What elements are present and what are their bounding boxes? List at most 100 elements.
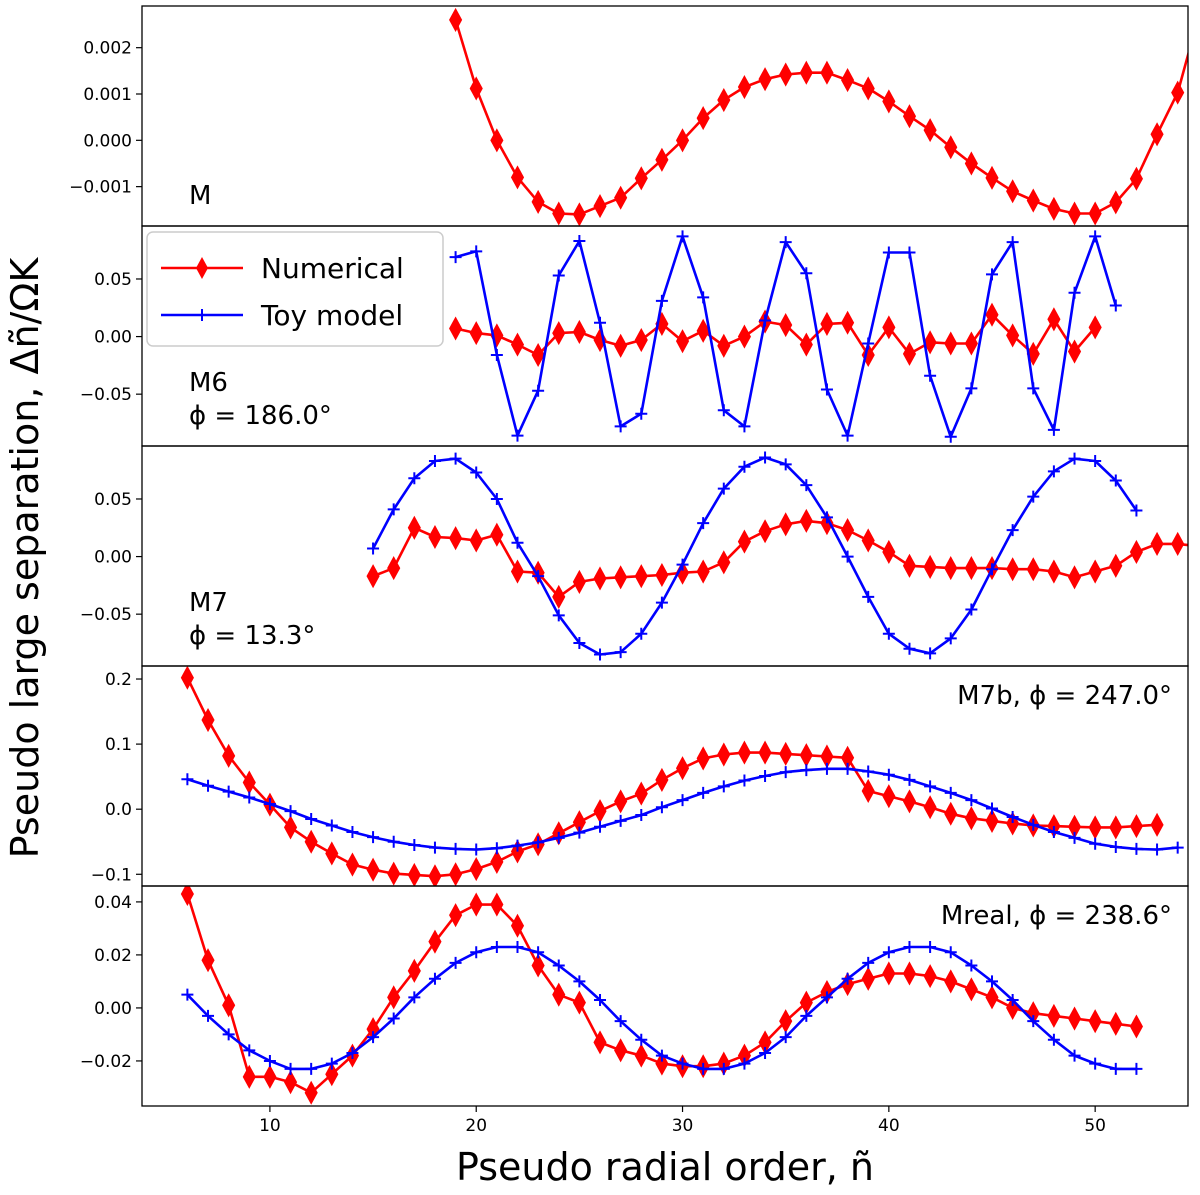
data-point-plus	[408, 472, 421, 485]
data-point-diamond	[923, 118, 937, 143]
data-point-diamond	[655, 147, 669, 172]
data-point-plus	[1027, 382, 1040, 395]
data-point-plus	[243, 791, 256, 804]
series-numerical	[180, 886, 1143, 1105]
data-point-plus	[800, 1009, 813, 1022]
data-point-diamond	[1150, 531, 1164, 556]
data-point-plus	[697, 786, 710, 799]
data-point-plus	[1047, 465, 1060, 478]
data-point-plus	[1109, 1062, 1122, 1075]
panel-label: ϕ = 13.3°	[189, 621, 315, 651]
data-point-diamond	[469, 321, 483, 346]
y-tick-label: 0.05	[94, 490, 132, 510]
data-point-diamond	[593, 1030, 607, 1055]
series-numerical	[449, 7, 1188, 226]
data-point-diamond	[696, 559, 710, 584]
data-point-plus	[1006, 524, 1019, 537]
data-point-diamond	[490, 849, 504, 874]
data-point-diamond	[469, 857, 483, 882]
data-point-diamond	[1088, 1009, 1102, 1034]
data-point-plus	[490, 940, 503, 953]
panel-1: −0.001 0.000 0.001 0.002 M	[69, 5, 1189, 227]
data-point-diamond	[1006, 323, 1020, 348]
data-point-plus	[573, 234, 586, 247]
data-point-diamond	[304, 829, 318, 854]
data-point-plus	[1089, 837, 1102, 850]
data-point-plus	[1027, 490, 1040, 503]
data-point-diamond	[407, 515, 421, 540]
data-point-plus	[552, 959, 565, 972]
data-point-diamond	[428, 929, 442, 954]
data-point-plus	[408, 838, 421, 851]
data-point-plus	[305, 812, 318, 825]
data-point-diamond	[593, 194, 607, 219]
data-point-diamond	[242, 1064, 256, 1089]
data-point-plus	[759, 770, 772, 782]
data-point-plus	[263, 797, 276, 810]
data-point-diamond	[593, 566, 607, 591]
plot-area	[180, 666, 1184, 886]
data-point-diamond	[449, 316, 463, 341]
data-point-diamond	[572, 202, 586, 226]
data-point-plus	[944, 430, 957, 443]
data-point-plus	[1109, 474, 1122, 487]
data-point-diamond	[634, 166, 648, 191]
plot-area	[449, 7, 1188, 226]
data-point-plus	[470, 466, 483, 479]
data-point-diamond	[1067, 565, 1082, 590]
data-point-diamond	[1129, 539, 1143, 565]
data-point-plus	[635, 407, 648, 420]
data-point-diamond	[1192, 535, 1200, 557]
data-point-diamond	[1006, 179, 1020, 204]
data-point-plus	[717, 482, 730, 495]
data-point-plus	[738, 420, 751, 433]
data-point-diamond	[964, 151, 978, 176]
data-point-plus	[676, 1057, 689, 1070]
legend-label: Toy model	[260, 299, 403, 332]
data-point-diamond	[717, 87, 731, 113]
data-point-plus	[965, 603, 978, 616]
data-point-diamond	[449, 862, 463, 886]
y-tick-label: 0.00	[94, 548, 132, 568]
data-point-diamond	[572, 569, 586, 594]
data-point-plus	[490, 842, 503, 855]
series-numerical	[366, 508, 1200, 609]
data-point-diamond	[510, 165, 525, 190]
data-point-diamond	[696, 746, 710, 771]
data-point-plus	[655, 1049, 668, 1062]
data-point-plus	[284, 805, 297, 818]
data-point-plus	[779, 766, 792, 779]
data-point-plus	[882, 627, 895, 640]
data-point-plus	[532, 836, 545, 849]
y-tick-label: −0.001	[69, 178, 132, 198]
data-point-plus	[614, 646, 627, 659]
data-point-plus	[965, 959, 978, 972]
data-point-plus	[800, 764, 813, 777]
data-point-plus	[284, 1062, 297, 1075]
data-point-diamond	[469, 76, 483, 101]
data-point-plus	[882, 246, 895, 259]
data-point-diamond	[882, 539, 896, 565]
data-point-plus	[944, 786, 957, 799]
data-point-diamond	[675, 560, 690, 585]
data-point-diamond	[469, 528, 483, 553]
data-point-plus	[1171, 841, 1184, 854]
data-point-plus	[924, 780, 937, 793]
data-point-diamond	[387, 985, 401, 1010]
y-tick-label: 0.04	[94, 893, 132, 913]
data-point-diamond	[758, 740, 772, 765]
data-point-diamond	[841, 518, 855, 543]
data-point-diamond	[490, 128, 504, 153]
data-point-plus	[367, 542, 380, 555]
data-point-diamond	[758, 519, 772, 544]
data-point-diamond	[964, 806, 978, 831]
data-point-plus	[594, 316, 607, 329]
data-point-plus	[882, 946, 895, 959]
data-point-plus	[552, 269, 565, 282]
data-point-diamond	[531, 342, 545, 368]
data-point-plus	[1006, 811, 1019, 824]
data-point-plus	[903, 246, 916, 259]
data-point-plus	[387, 503, 400, 516]
data-point-plus	[717, 1062, 730, 1075]
legend-marker-diamond	[196, 257, 208, 279]
